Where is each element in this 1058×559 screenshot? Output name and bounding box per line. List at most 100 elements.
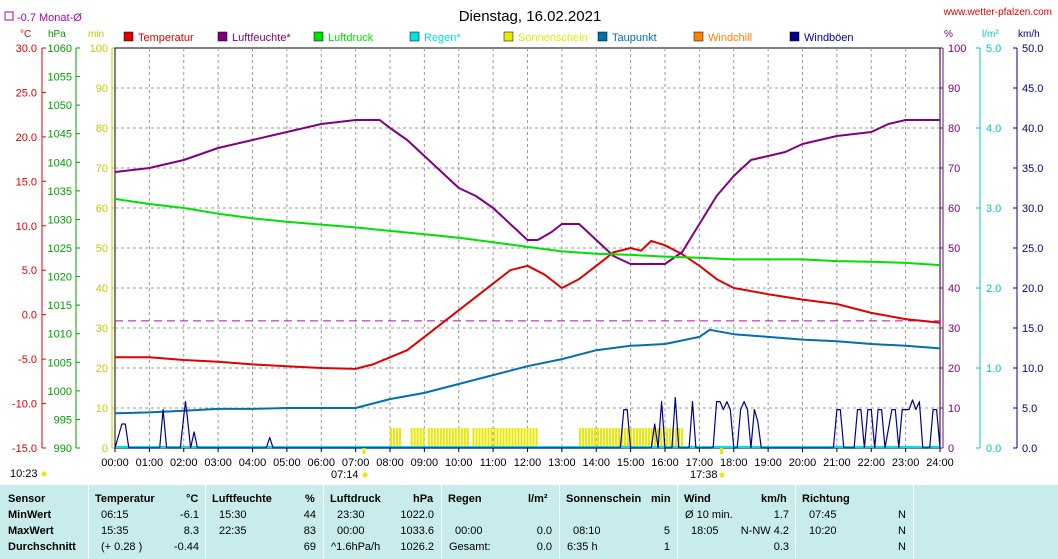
legend-swatch <box>789 31 800 42</box>
stats-header-rain: Regen <box>448 493 482 505</box>
pressure-tick-label: 1030 <box>48 214 72 226</box>
stats-cell: 00:00 <box>337 525 365 537</box>
sunshine-tick-label: 20 <box>96 363 108 375</box>
month-avg-icon <box>4 11 14 21</box>
stats-cell: 1.7 <box>773 509 789 521</box>
wind-tick-label: 10.0 <box>1022 363 1043 375</box>
sunset-label: 17:38 <box>690 469 718 481</box>
x-tick-label: 13:00 <box>548 457 576 469</box>
sunshine-tick-label: 90 <box>96 83 108 95</box>
stats-cell: N <box>898 525 906 537</box>
sunshine-bar <box>457 428 460 448</box>
sunset-marker <box>720 448 724 454</box>
stats-header-sensor: Sensor <box>8 493 46 505</box>
stats-cell: 1 <box>663 541 670 553</box>
pressure-tick-label: 1045 <box>48 129 72 141</box>
temperature-line <box>115 239 941 370</box>
sunshine-bar <box>487 428 490 448</box>
stats-row-label: Durchschnitt <box>8 541 76 553</box>
stats-cell: 22:35 <box>219 525 247 537</box>
stats-cell: 18:05 <box>691 525 719 537</box>
temp-unit-header: °C <box>20 29 31 40</box>
wind-tick-label: 40.0 <box>1022 123 1043 135</box>
rain-unit-header: l/m² <box>982 29 999 40</box>
wind-tick-label: 45.0 <box>1022 83 1043 95</box>
sunshine-bar <box>493 428 496 448</box>
x-tick-label: 24:00 <box>926 457 954 469</box>
sunshine-bar <box>532 428 535 448</box>
sunshine-block <box>472 428 538 448</box>
stats-divider <box>205 485 206 559</box>
sunset-icon <box>719 472 725 478</box>
stats-divider <box>323 485 324 559</box>
stats-divider <box>795 485 796 559</box>
rain-tick-label: 5.0 <box>986 43 1001 55</box>
sunshine-bar <box>636 428 639 448</box>
legend-label: Windchill <box>708 32 752 44</box>
sunshine-bar <box>627 428 630 448</box>
x-tick-label: 07:00 <box>342 457 370 469</box>
humidity-tick-label: 40 <box>948 283 960 295</box>
sunshine-tick-label: 70 <box>96 163 108 175</box>
x-tick-label: 03:00 <box>204 457 232 469</box>
sunshine-block <box>579 428 684 448</box>
pressure-tick-label: 990 <box>54 443 72 455</box>
sunshine-bar <box>648 428 651 448</box>
stats-cell: 44 <box>303 509 316 521</box>
sunshine-bar <box>681 428 684 448</box>
sunshine-bar <box>657 428 660 448</box>
pressure-tick-label: 1060 <box>48 43 72 55</box>
stats-divider <box>88 485 89 559</box>
sunshine-bar <box>591 428 594 448</box>
sunshine-bar <box>594 428 597 448</box>
rain-tick-label: 3.0 <box>986 203 1001 215</box>
x-tick-label: 10:00 <box>445 457 473 469</box>
sunshine-bar <box>448 428 451 448</box>
sunshine-block <box>390 428 401 448</box>
plot-area <box>114 119 941 454</box>
pressure-tick-label: 1000 <box>48 386 72 398</box>
sunshine-bar <box>427 428 430 448</box>
sunshine-bar <box>523 428 526 448</box>
month-avg-label: -0.7 Monat-Ø <box>17 12 82 24</box>
stats-cell: 08:10 <box>573 525 601 537</box>
x-tick-label: 22:00 <box>857 457 885 469</box>
sunshine-bar <box>669 428 672 448</box>
sunshine-bar <box>419 428 422 448</box>
sunshine-bar <box>496 428 499 448</box>
wind-tick-label: 5.0 <box>1022 403 1037 415</box>
pressure-tick-label: 1055 <box>48 72 72 84</box>
sunshine-tick-label: 80 <box>96 123 108 135</box>
website-link[interactable]: www.wetter-pfalzen.com <box>943 7 1052 18</box>
stats-table: Sensor Temperatur °C Luftfeuchte % Luftd… <box>0 485 1058 559</box>
rain-tick-label: 2.0 <box>986 283 1001 295</box>
stats-cell: -0.44 <box>173 541 199 553</box>
temp-tick-label: 10.0 <box>16 221 37 233</box>
stats-cell: 15:30 <box>219 509 247 521</box>
sunshine-bar <box>514 428 517 448</box>
sunshine-bar <box>475 428 478 448</box>
sunrise-icon <box>362 472 368 478</box>
pressure-tick-label: 1040 <box>48 157 72 169</box>
sunshine-bar <box>535 428 538 448</box>
sunshine-bar <box>624 428 627 448</box>
pressure-tick-label: 995 <box>54 414 72 426</box>
x-tick-label: 16:00 <box>651 457 679 469</box>
temp-tick-label: 0.0 <box>22 310 37 322</box>
sunshine-bar <box>430 428 433 448</box>
stats-cell: 8.3 <box>183 525 199 537</box>
x-tick-label: 01:00 <box>136 457 164 469</box>
sunshine-bar <box>445 428 448 448</box>
wind-unit-header: km/h <box>1018 29 1040 40</box>
temp-tick-label: 5.0 <box>22 265 37 277</box>
stats-cell: 00:00 <box>455 525 483 537</box>
humidity-tick-label: 0 <box>948 443 954 455</box>
sunshine-bar <box>393 428 395 448</box>
sunshine-bar <box>615 428 618 448</box>
stats-header-temp-unit: °C <box>186 493 199 505</box>
sunshine-bar <box>520 428 523 448</box>
sunshine-bar <box>454 428 457 448</box>
stats-header-pressure-unit: hPa <box>413 493 434 505</box>
sunshine-bar <box>508 428 511 448</box>
x-tick-label: 06:00 <box>307 457 335 469</box>
